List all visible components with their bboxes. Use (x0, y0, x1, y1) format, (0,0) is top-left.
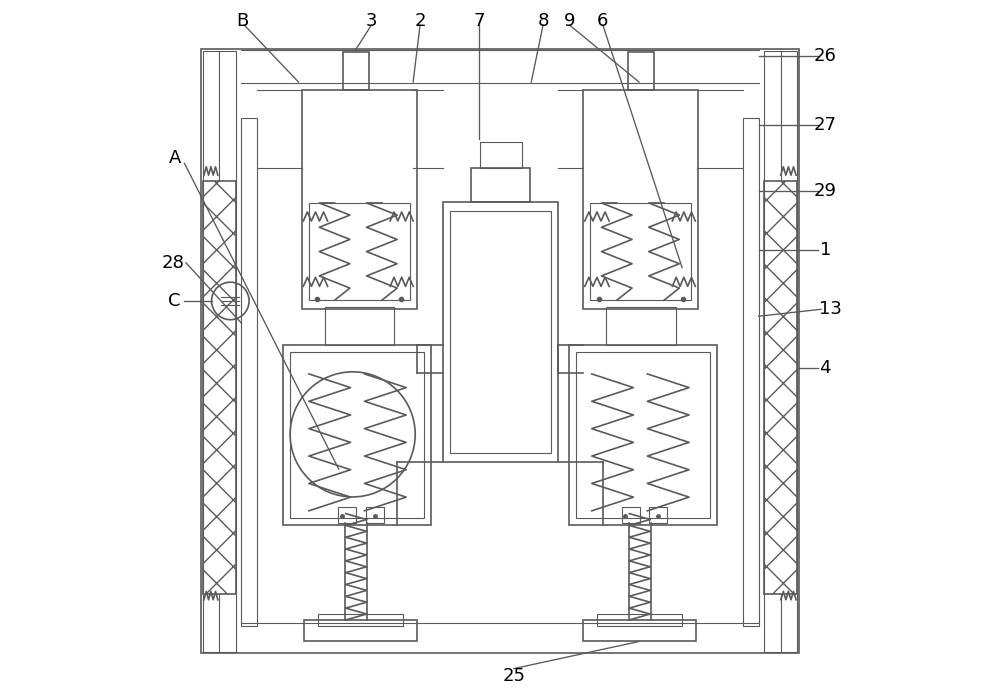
Text: 9: 9 (564, 12, 575, 30)
Text: 13: 13 (819, 300, 842, 318)
Text: 7: 7 (473, 12, 485, 30)
Bar (338, 507, 356, 523)
Text: B: B (237, 12, 249, 30)
Bar (325, 307, 394, 345)
Bar (576, 352, 710, 518)
Text: 27: 27 (814, 116, 837, 134)
Text: 3: 3 (366, 12, 377, 30)
Text: 6: 6 (597, 12, 609, 30)
Bar (443, 202, 558, 462)
Text: C: C (168, 292, 181, 310)
Bar (480, 142, 522, 168)
Bar (649, 507, 667, 523)
Bar (590, 203, 691, 300)
Bar (343, 52, 369, 90)
Bar (366, 507, 384, 523)
Bar (302, 90, 417, 309)
Text: 25: 25 (502, 667, 525, 685)
Bar (597, 614, 682, 626)
Bar (583, 90, 698, 309)
Text: 26: 26 (814, 47, 837, 65)
Text: 28: 28 (162, 254, 185, 272)
Bar (203, 51, 236, 652)
Bar (583, 620, 696, 641)
Text: 8: 8 (537, 12, 549, 30)
Bar (201, 49, 799, 653)
Bar (622, 507, 640, 523)
Bar (743, 118, 759, 626)
Bar (569, 345, 717, 525)
Bar (290, 352, 424, 518)
Bar (283, 345, 431, 525)
Bar (628, 52, 654, 90)
Text: 4: 4 (820, 359, 831, 377)
Bar (606, 307, 676, 345)
Bar (764, 51, 797, 652)
Text: A: A (169, 149, 181, 167)
Bar (764, 181, 797, 594)
Bar (318, 614, 403, 626)
Bar (203, 181, 236, 594)
Bar (309, 203, 410, 300)
Text: 29: 29 (814, 182, 837, 200)
Bar (241, 118, 257, 626)
Bar (450, 211, 551, 453)
Text: 1: 1 (820, 241, 831, 259)
Bar (304, 620, 417, 641)
Text: 2: 2 (414, 12, 426, 30)
Bar (471, 168, 530, 202)
